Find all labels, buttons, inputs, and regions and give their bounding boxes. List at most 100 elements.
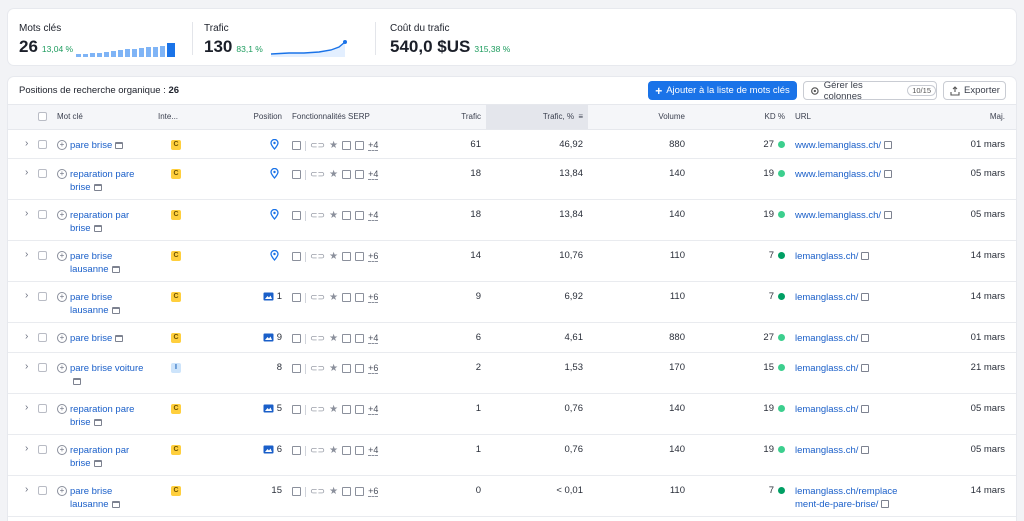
- serp-more-link[interactable]: +4: [368, 140, 379, 151]
- serp-snapshot-icon[interactable]: [111, 307, 120, 314]
- select-all-checkbox[interactable]: [38, 112, 47, 121]
- add-to-keyword-list-button[interactable]: + Ajouter à la liste de mots clés: [648, 81, 797, 100]
- table-row[interactable]: › + pare brise C 9 ⊂⊃ ★ +4 6 4,61 880 27 lemanglass.…: [8, 323, 1016, 353]
- header-url[interactable]: URL: [795, 112, 812, 121]
- url-link[interactable]: lemanglass.ch/: [795, 444, 905, 457]
- expand-row-chevron-icon[interactable]: ›: [25, 443, 29, 454]
- serp-snapshot-icon[interactable]: [93, 419, 102, 426]
- row-checkbox[interactable]: [38, 486, 47, 495]
- metric-traffic[interactable]: Trafic 130 83,1 %: [204, 9, 374, 65]
- table-row[interactable]: › + pare brise lausanne C 1 ⊂⊃ ★ +6 9 6,92 110 7 lem…: [8, 282, 1016, 323]
- keyword-link[interactable]: reparation pare brise: [70, 168, 150, 194]
- external-link-icon[interactable]: [861, 446, 870, 454]
- table-row[interactable]: › + reparation par brise C 6 ⊂⊃ ★ +4 1 0,76 140 19 l…: [8, 435, 1016, 476]
- keyword-link[interactable]: pare brise voiture: [70, 362, 150, 388]
- external-link-icon[interactable]: [861, 334, 870, 342]
- table-row[interactable]: › + reparation pare brise C 5 ⊂⊃ ★ +4 1 0,76 140 19…: [8, 394, 1016, 435]
- expand-row-chevron-icon[interactable]: ›: [25, 402, 29, 413]
- external-link-icon[interactable]: [861, 252, 870, 260]
- serp-snapshot-icon[interactable]: [111, 266, 120, 273]
- header-position[interactable]: Position: [253, 112, 282, 121]
- table-row[interactable]: › + pare brise voiture I 8 ⊂⊃ ★ +6 2 1,53 170 15 lem…: [8, 353, 1016, 394]
- url-link[interactable]: lemanglass.ch/: [795, 250, 905, 263]
- add-keyword-icon[interactable]: +: [57, 333, 67, 343]
- expand-row-chevron-icon[interactable]: ›: [25, 361, 29, 372]
- external-link-icon[interactable]: [884, 211, 893, 219]
- row-checkbox[interactable]: [38, 251, 47, 260]
- external-link-icon[interactable]: [861, 293, 870, 301]
- table-row[interactable]: › + reparation pare brise C ⊂⊃ ★ +4 18 13,84 140 1…: [8, 159, 1016, 200]
- add-keyword-icon[interactable]: +: [57, 210, 67, 220]
- add-keyword-icon[interactable]: +: [57, 445, 67, 455]
- header-intent[interactable]: Inte...: [158, 112, 179, 121]
- expand-row-chevron-icon[interactable]: ›: [25, 331, 29, 342]
- header-keyword[interactable]: Mot clé: [57, 112, 83, 121]
- row-checkbox[interactable]: [38, 363, 47, 372]
- expand-row-chevron-icon[interactable]: ›: [25, 290, 29, 301]
- add-keyword-icon[interactable]: +: [57, 404, 67, 414]
- serp-snapshot-icon[interactable]: [115, 335, 124, 342]
- manage-columns-button[interactable]: Gérer les colonnes 10/15: [803, 80, 937, 102]
- table-row[interactable]: › + pare brise C ⊂⊃ ★ +4 61 46,92 880 27 www.lemang…: [8, 130, 1016, 159]
- table-row[interactable]: › + reparation par brise C ⊂⊃ ★ +4 18 13,84 140 19…: [8, 200, 1016, 241]
- header-kd[interactable]: KD %: [764, 112, 785, 121]
- url-link[interactable]: lemanglass.ch/: [795, 332, 905, 345]
- url-link[interactable]: lemanglass.ch/remplacement-de-pare-brise…: [795, 485, 905, 511]
- metric-traffic-cost[interactable]: Coût du trafic 540,0 $US 315,38 %: [390, 9, 590, 65]
- row-checkbox[interactable]: [38, 140, 47, 149]
- external-link-icon[interactable]: [861, 405, 870, 413]
- url-link[interactable]: lemanglass.ch/: [795, 403, 905, 416]
- table-row[interactable]: › + pare brise lausanne C ⊂⊃ ★ +6 14 10,76 110 7 le…: [8, 241, 1016, 282]
- serp-more-link[interactable]: +4: [368, 445, 379, 456]
- header-volume[interactable]: Volume: [658, 112, 685, 121]
- external-link-icon[interactable]: [861, 364, 870, 372]
- url-link[interactable]: www.lemanglass.ch/: [795, 209, 905, 222]
- keyword-link[interactable]: pare brise lausanne: [70, 250, 150, 276]
- add-keyword-icon[interactable]: +: [57, 140, 67, 150]
- url-link[interactable]: www.lemanglass.ch/: [795, 139, 905, 152]
- keyword-link[interactable]: pare brise: [70, 332, 150, 345]
- serp-snapshot-icon[interactable]: [73, 378, 81, 385]
- external-link-icon[interactable]: [884, 141, 893, 149]
- serp-more-link[interactable]: +4: [368, 333, 379, 344]
- expand-row-chevron-icon[interactable]: ›: [25, 208, 29, 219]
- serp-more-link[interactable]: +4: [368, 210, 379, 221]
- row-checkbox[interactable]: [38, 404, 47, 413]
- serp-snapshot-icon[interactable]: [111, 501, 120, 508]
- expand-row-chevron-icon[interactable]: ›: [25, 484, 29, 495]
- expand-row-chevron-icon[interactable]: ›: [25, 249, 29, 260]
- row-checkbox[interactable]: [38, 292, 47, 301]
- serp-snapshot-icon[interactable]: [115, 142, 124, 149]
- metric-keywords[interactable]: Mots clés 26 13,04 %: [19, 9, 189, 65]
- row-checkbox[interactable]: [38, 210, 47, 219]
- add-keyword-icon[interactable]: +: [57, 251, 67, 261]
- header-traffic-percent[interactable]: Trafic, % ≡: [486, 105, 588, 129]
- serp-more-link[interactable]: +4: [368, 404, 379, 415]
- row-checkbox[interactable]: [38, 333, 47, 342]
- url-link[interactable]: lemanglass.ch/: [795, 291, 905, 304]
- add-keyword-icon[interactable]: +: [57, 363, 67, 373]
- expand-row-chevron-icon[interactable]: ›: [25, 167, 29, 178]
- url-link[interactable]: www.lemanglass.ch/: [795, 168, 905, 181]
- row-checkbox[interactable]: [38, 169, 47, 178]
- keyword-link[interactable]: pare brise lausanne: [70, 485, 150, 511]
- serp-snapshot-icon[interactable]: [93, 184, 102, 191]
- keyword-link[interactable]: pare brise: [70, 139, 150, 152]
- serp-more-link[interactable]: +6: [368, 363, 379, 374]
- header-traffic[interactable]: Trafic: [461, 112, 481, 121]
- add-keyword-icon[interactable]: +: [57, 169, 67, 179]
- keyword-link[interactable]: reparation pare brise: [70, 403, 150, 429]
- expand-row-chevron-icon[interactable]: ›: [25, 138, 29, 149]
- row-checkbox[interactable]: [38, 445, 47, 454]
- keyword-link[interactable]: reparation par brise: [70, 209, 150, 235]
- url-link[interactable]: lemanglass.ch/: [795, 362, 905, 375]
- serp-snapshot-icon[interactable]: [93, 225, 102, 232]
- serp-snapshot-icon[interactable]: [93, 460, 102, 467]
- add-keyword-icon[interactable]: +: [57, 292, 67, 302]
- keyword-link[interactable]: pare brise lausanne: [70, 291, 150, 317]
- header-serp-features[interactable]: Fonctionnalités SERP: [292, 112, 370, 121]
- add-keyword-icon[interactable]: +: [57, 486, 67, 496]
- external-link-icon[interactable]: [884, 170, 893, 178]
- serp-more-link[interactable]: +6: [368, 251, 379, 262]
- table-row[interactable]: › + pare brise lausanne C 15 ⊂⊃ ★ +6 0 < 0,01 110 7…: [8, 476, 1016, 517]
